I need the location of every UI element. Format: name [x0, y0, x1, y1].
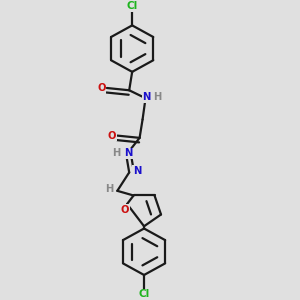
Text: N: N	[133, 166, 141, 176]
Text: N: N	[124, 148, 132, 158]
Text: H: H	[105, 184, 113, 194]
Text: O: O	[121, 205, 129, 215]
Text: O: O	[97, 83, 106, 93]
Text: H: H	[153, 92, 161, 102]
Text: O: O	[108, 130, 116, 141]
Text: Cl: Cl	[127, 1, 138, 11]
Text: Cl: Cl	[138, 289, 150, 299]
Text: N: N	[142, 92, 151, 102]
Text: H: H	[112, 148, 121, 158]
